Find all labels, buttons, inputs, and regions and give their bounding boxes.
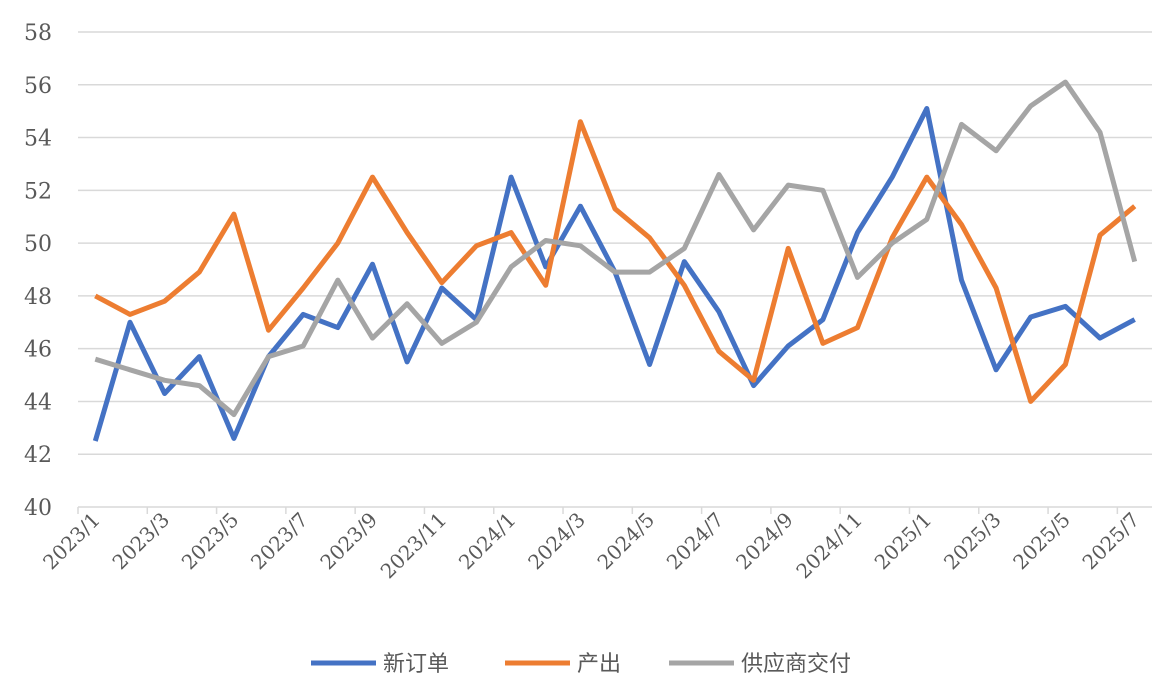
x-tick-label: 2023/5 <box>177 508 244 575</box>
y-tick-label: 58 <box>24 21 52 46</box>
x-tick-label: 2024/3 <box>523 508 590 575</box>
y-tick-label: 40 <box>24 496 52 521</box>
legend-item: 新订单 <box>311 652 449 677</box>
series-line-2 <box>94 119 1137 404</box>
x-tick-label: 2025/7 <box>1077 508 1144 575</box>
legend-item: 产出 <box>505 652 621 677</box>
legend-label: 新订单 <box>383 652 449 677</box>
legend-label: 产出 <box>577 652 621 677</box>
x-tick-label: 2024/1 <box>454 508 521 575</box>
gridlines <box>78 31 1152 455</box>
y-tick-label: 56 <box>24 74 52 99</box>
x-tick-label: 2024/9 <box>731 508 798 575</box>
x-tick-label: 2025/1 <box>870 508 937 575</box>
x-tick-label: 2024/7 <box>662 508 729 575</box>
series-line-3 <box>94 79 1138 418</box>
x-tick-label: 2023/9 <box>315 508 382 575</box>
legend-item: 供应商交付 <box>669 652 851 677</box>
legend-label: 供应商交付 <box>741 652 851 677</box>
x-tick-label: 2023/3 <box>107 508 174 575</box>
y-tick-label: 48 <box>24 285 52 310</box>
y-tick-label: 52 <box>24 179 52 204</box>
y-tick-label: 44 <box>24 390 52 415</box>
x-tick-label: 2023/7 <box>246 508 313 575</box>
y-tick-label: 50 <box>24 232 52 257</box>
x-tick-label: 2024/5 <box>592 508 659 575</box>
x-tick-label: 2023/11 <box>376 508 452 584</box>
y-tick-label: 42 <box>24 443 52 468</box>
series-lines <box>92 79 1138 442</box>
legend: 新订单 产出 供应商交付 <box>311 652 851 677</box>
y-tick-label: 46 <box>24 338 52 363</box>
x-tick-label: 2025/5 <box>1008 508 1075 575</box>
x-axis <box>77 506 1152 514</box>
x-tick-label: 2025/3 <box>939 508 1006 575</box>
x-tick-label: 2024/11 <box>791 508 867 584</box>
y-tick-label: 54 <box>24 127 52 152</box>
y-axis-tick-labels: 40 42 44 46 48 50 52 54 56 58 <box>24 21 52 521</box>
